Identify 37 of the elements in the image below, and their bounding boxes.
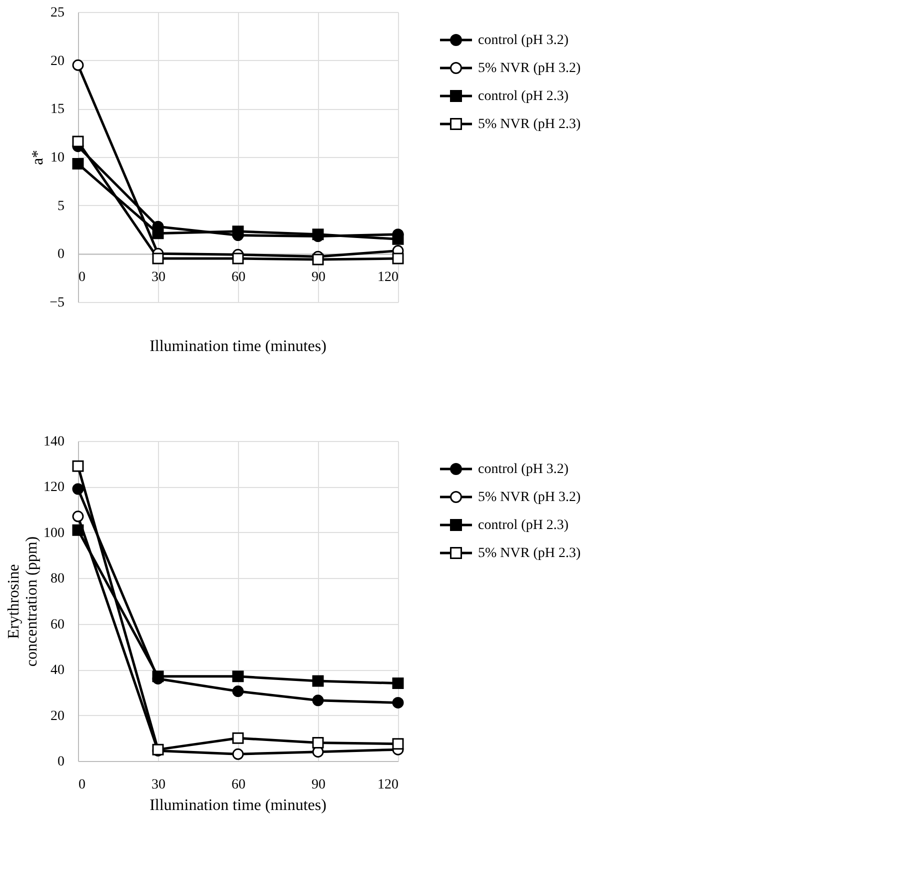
y-tick-label: 10 (50, 150, 64, 166)
y-tick-label: 5 (58, 198, 64, 214)
y-tick-label: −5 (50, 296, 64, 310)
y-tick-label: 100 (44, 526, 64, 541)
y-tick-label: 0 (58, 754, 64, 770)
y-axis-title: a* (30, 150, 47, 166)
x-axis-title: Illumination time (minutes) (150, 338, 326, 355)
y-tick-label: 0 (58, 247, 64, 262)
y-tick-label: 80 (50, 572, 64, 587)
legend-label: 5% NVR (pH 2.3) (478, 117, 581, 132)
x-tick-label: 0 (78, 270, 86, 286)
x-tick-label: 60 (232, 270, 246, 286)
legend-label: control (pH 3.2) (478, 462, 569, 477)
y-tick-label: 40 (50, 663, 64, 678)
y-tick-label: 15 (50, 102, 64, 118)
y-tick-label: 20 (50, 708, 64, 724)
y-tick-label: 25 (50, 6, 64, 20)
legend-label: 5% NVR (pH 3.2) (478, 61, 581, 76)
x-tick-label: 60 (232, 778, 246, 792)
x-tick-label: 120 (378, 778, 398, 792)
y-tick-label: 60 (50, 617, 64, 632)
legend-label: 5% NVR (pH 2.3) (478, 546, 581, 561)
x-axis-title: Illumination time (minutes) (150, 797, 326, 814)
legend-label: control (pH 3.2) (478, 33, 569, 48)
legend-label: 5% NVR (pH 3.2) (478, 490, 581, 505)
x-tick-label: 30 (152, 270, 166, 286)
y-axis-title: Erythrosine concentration (ppm) (6, 536, 40, 667)
y-tick-label: 140 (44, 434, 64, 450)
x-tick-label: 90 (312, 778, 326, 792)
y-tick-label: 120 (44, 480, 64, 496)
x-tick-label: 120 (378, 270, 398, 286)
legend-label: control (pH 2.3) (478, 518, 569, 533)
x-tick-label: 30 (152, 778, 166, 792)
legend-label: control (pH 2.3) (478, 89, 569, 104)
y-tick-label: 20 (50, 54, 64, 69)
x-tick-label: 90 (312, 270, 326, 286)
x-tick-label: 0 (78, 778, 86, 792)
